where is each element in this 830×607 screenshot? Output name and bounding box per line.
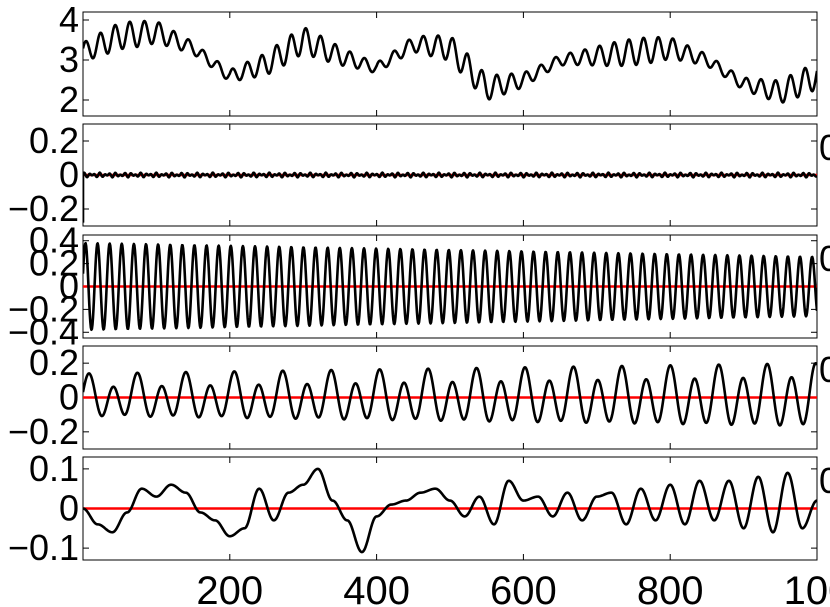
y-tick-label: 0.1 — [29, 448, 79, 489]
x-tick-label: 800 — [637, 569, 704, 607]
series-line — [83, 171, 817, 223]
x-tick-label: 100 — [784, 569, 830, 607]
y-tick-label: 3 — [59, 39, 79, 80]
series-line — [83, 19, 817, 104]
panel-3: 0.40.20−0.2−0.40 — [8, 220, 830, 353]
y-tick-label: 0 — [59, 488, 79, 529]
y-tick-label: −0.2 — [8, 411, 79, 452]
panel-4: 0.20−0.20 — [8, 342, 830, 452]
y-tick-label: 4 — [59, 0, 79, 40]
y-tick-label: 0.2 — [29, 243, 79, 284]
series-line — [83, 467, 817, 554]
y-tick-label: −0.2 — [8, 188, 79, 229]
chart-panels: 4320.20−0.200.40.20−0.2−0.400.20−0.200.1… — [8, 0, 830, 607]
panel-2: 0.20−0.20 — [8, 120, 830, 229]
y-tick-label: 0 — [59, 266, 79, 307]
y-tick-label: 0.2 — [29, 120, 79, 161]
right-edge-label: 0 — [819, 238, 830, 279]
y-tick-label: 0 — [59, 154, 79, 195]
right-edge-label: 0 — [819, 349, 830, 390]
y-tick-label: 2 — [59, 79, 79, 120]
series-line — [83, 241, 817, 332]
series-line — [83, 361, 817, 427]
y-tick-label: 0 — [59, 377, 79, 418]
y-tick-label: −0.2 — [8, 288, 79, 329]
right-edge-label: 0 — [819, 460, 830, 501]
panel-1: 432 — [59, 0, 818, 120]
x-tick-label: 200 — [196, 569, 263, 607]
right-edge-label: 0 — [819, 127, 830, 168]
y-tick-label: 0.4 — [29, 220, 79, 261]
y-tick-label: 0.2 — [29, 342, 79, 383]
x-tick-label: 600 — [490, 569, 557, 607]
panel-5: 0.10−0.10200400600800100 — [8, 448, 830, 607]
y-tick-label: −0.4 — [8, 311, 79, 352]
x-tick-label: 400 — [343, 569, 410, 607]
y-tick-label: −0.1 — [8, 527, 79, 568]
